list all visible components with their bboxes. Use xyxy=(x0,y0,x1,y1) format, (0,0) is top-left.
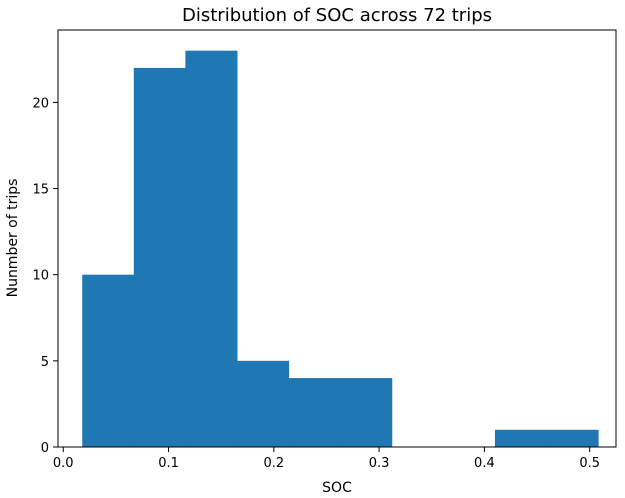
chart-title: Distribution of SOC across 72 trips xyxy=(182,5,492,26)
x-tick-label: 0.5 xyxy=(579,456,600,471)
y-axis-ticks: 0 5 10 15 20 xyxy=(32,96,58,456)
histogram-bar xyxy=(236,360,290,447)
plot-frame xyxy=(57,29,617,448)
x-axis-label: SOC xyxy=(322,480,352,496)
x-tick-label: 0.3 xyxy=(369,456,390,471)
y-tick-label: 10 xyxy=(32,269,49,284)
histogram-bar xyxy=(494,429,548,447)
x-tick-label: 0.1 xyxy=(158,456,179,471)
y-tick-label: 5 xyxy=(41,355,49,370)
y-tick-label: 0 xyxy=(41,441,49,456)
x-tick-label: 0.4 xyxy=(474,456,495,471)
x-axis-ticks: 0.0 0.1 0.2 0.3 0.4 0.5 xyxy=(53,447,600,471)
bars-group xyxy=(82,50,599,448)
histogram-bar xyxy=(185,50,238,448)
y-tick-label: 20 xyxy=(32,96,49,111)
y-axis-label: Nunmber of trips xyxy=(5,179,21,298)
histogram-bar xyxy=(546,429,599,447)
x-tick-label: 0.0 xyxy=(53,456,74,471)
histogram-bar xyxy=(133,67,186,447)
histogram-bar xyxy=(288,378,341,447)
x-tick-label: 0.2 xyxy=(263,456,284,471)
y-tick-label: 15 xyxy=(32,183,49,198)
histogram-bar xyxy=(340,378,393,447)
histogram-bar xyxy=(82,274,135,447)
